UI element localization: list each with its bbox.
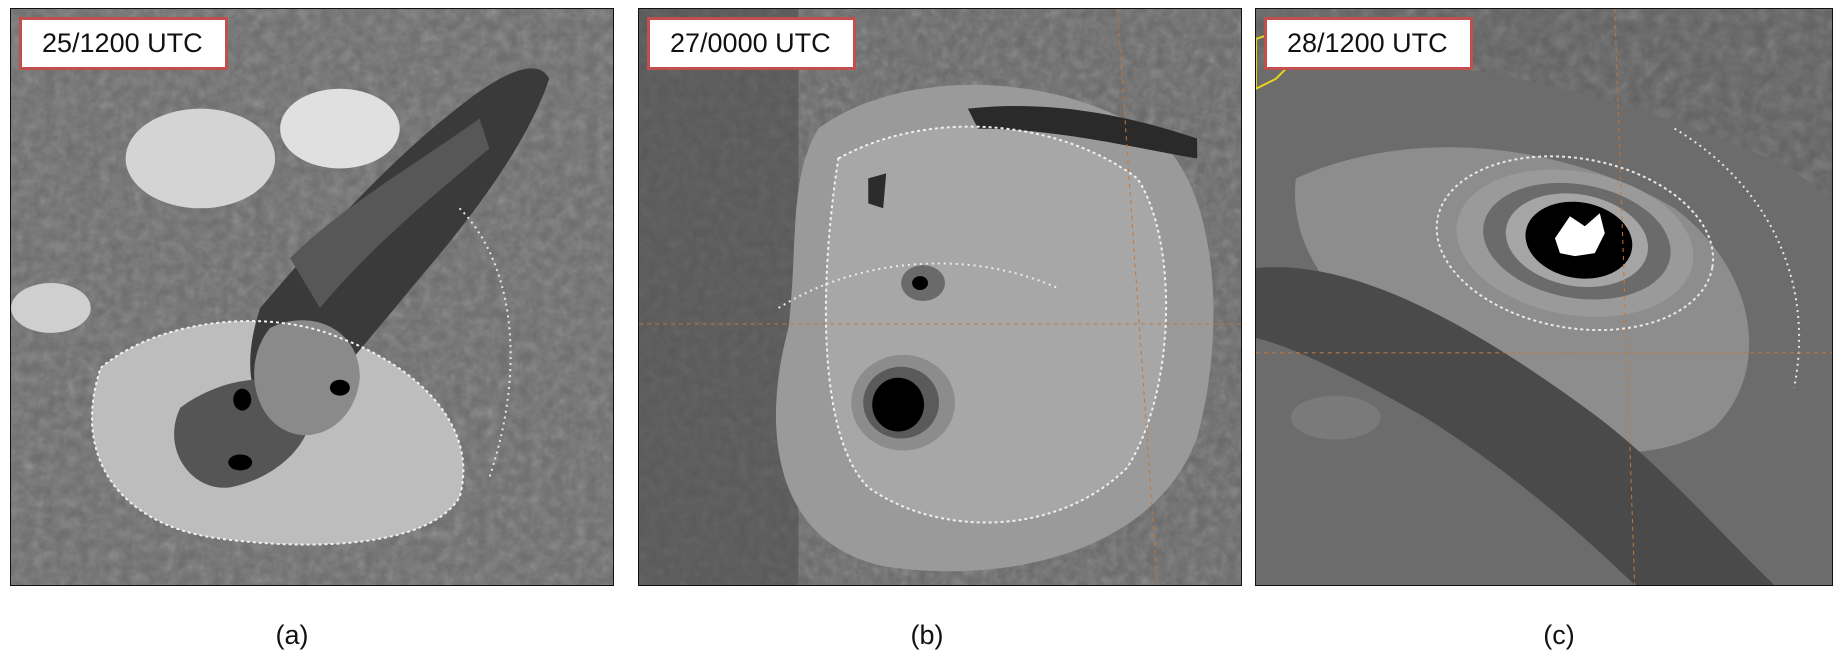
panel-caption-a: (a) [275,620,309,650]
satellite-image-panel-a: 25/1200 UTC [10,8,614,586]
timestamp-label: 27/0000 UTC [647,17,856,71]
panel-caption-b: (b) [910,620,944,650]
timestamp-label: 28/1200 UTC [1264,17,1473,71]
satellite-image-panel-c: 28/1200 UTC [1255,8,1833,586]
timestamp-label: 25/1200 UTC [19,17,228,71]
satellite-image-a [11,9,613,585]
satellite-image-panel-b: 27/0000 UTC [638,8,1242,586]
satellite-image-c [1256,9,1832,585]
satellite-image-b [639,9,1241,585]
panel-caption-c: (c) [1543,620,1575,650]
